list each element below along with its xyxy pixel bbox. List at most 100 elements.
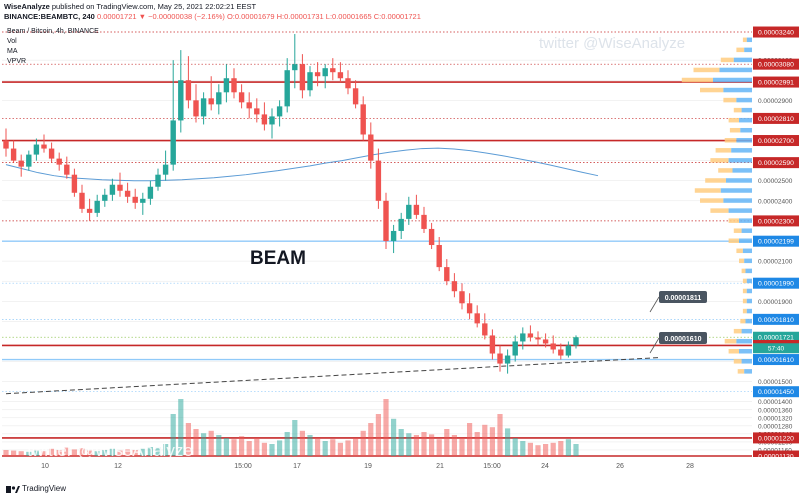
candle-body xyxy=(254,108,260,115)
vpvr-bar-down xyxy=(700,198,724,203)
vpvr-bar-up xyxy=(739,238,752,243)
vpvr-bar-down xyxy=(723,97,737,103)
x-tick-label: 15:00 xyxy=(234,463,252,470)
volume-bar xyxy=(353,438,359,456)
y-tick-label: 0.00002500 xyxy=(758,178,793,185)
volume-bar xyxy=(482,424,488,456)
x-axis-band xyxy=(0,457,800,460)
candle-body xyxy=(86,208,93,213)
candle-body xyxy=(147,186,154,199)
price-chart[interactable]: twitter @WiseAnalyze twitter @WiseAnalyze… xyxy=(0,26,800,462)
y-tick-label: 0.00001500 xyxy=(758,379,793,386)
candle-body xyxy=(330,68,336,73)
price-tag: 0.00002590 xyxy=(758,160,794,167)
vpvr-bar-up xyxy=(745,268,752,274)
volume-bar xyxy=(406,433,412,456)
vpvr-bar-down xyxy=(742,278,747,284)
x-tick-label: 24 xyxy=(541,463,549,470)
volume-bar xyxy=(451,435,457,456)
x-tick-label: 10 xyxy=(41,463,49,470)
volume-bar xyxy=(239,436,245,456)
volume-bar xyxy=(391,418,397,456)
volume-bar xyxy=(277,440,283,456)
vpvr-bar-down xyxy=(733,228,742,233)
vpvr-bar-down xyxy=(715,148,732,153)
volume-bar xyxy=(33,450,39,456)
vpvr-bar-up xyxy=(739,218,752,223)
volume-bar xyxy=(147,447,153,456)
volume-bar xyxy=(322,441,328,456)
vpvr-bar-down xyxy=(724,338,737,344)
candle-body xyxy=(322,68,328,77)
volume-bar xyxy=(421,432,427,456)
vpvr-bar-up xyxy=(723,87,752,93)
tradingview-logo-icon xyxy=(6,486,20,493)
vpvr-bar-up xyxy=(740,127,752,133)
volume-bar xyxy=(535,445,541,456)
twitter-watermark-bottom: twitter @WiseAnalyze xyxy=(27,441,193,460)
price-tag: 0.00002300 xyxy=(758,218,794,225)
candle-body xyxy=(56,158,62,165)
volume-bar xyxy=(413,435,419,456)
candle-body xyxy=(261,114,268,125)
volume-bar xyxy=(3,450,9,456)
vpvr-bar-down xyxy=(718,168,733,173)
vpvr-bar-down xyxy=(733,107,742,113)
volume-bar xyxy=(178,399,184,456)
candle-body xyxy=(109,184,116,195)
volume-bar xyxy=(64,447,70,456)
candle-body xyxy=(64,164,70,175)
price-tag-bg xyxy=(753,157,799,169)
price-tag: 0.00002199 xyxy=(758,239,794,246)
volume-bar xyxy=(467,423,473,456)
volume-bar xyxy=(383,399,389,456)
author-name[interactable]: WiseAnalyze xyxy=(4,2,50,11)
chart-area[interactable]: twitter @WiseAnalyze twitter @WiseAnalyze… xyxy=(0,26,800,462)
legend-ma: MA xyxy=(7,48,18,55)
price-tag-bg xyxy=(753,215,799,227)
chart-header: WiseAnalyze published on TradingView.com… xyxy=(0,0,800,26)
candle-body xyxy=(482,323,488,336)
candle-body xyxy=(451,281,458,292)
price-tag: 0.00001610 xyxy=(758,357,794,364)
candle-body xyxy=(284,70,290,107)
candle-body xyxy=(352,88,359,105)
volume-bar xyxy=(109,448,115,456)
vpvr-bar-up xyxy=(726,178,752,183)
vpvr-bar-down xyxy=(728,117,739,123)
y-tick-label: 0.00002100 xyxy=(758,259,793,266)
countdown-bg xyxy=(753,343,799,354)
volume-bar xyxy=(368,423,374,456)
vpvr-bar-up xyxy=(719,67,752,73)
price-tag-bg xyxy=(753,58,799,70)
volume-bar xyxy=(315,438,321,456)
candle-body xyxy=(246,102,252,109)
candle-body xyxy=(421,214,427,229)
vpvr-bar-up xyxy=(741,107,752,113)
vpvr-bar-down xyxy=(720,57,734,63)
candle-body xyxy=(94,200,100,213)
vpvr-bar-down xyxy=(742,288,747,294)
vpvr-bar-down xyxy=(736,47,745,53)
candle-body xyxy=(299,64,306,91)
volume-bar xyxy=(254,438,260,456)
volume-bar xyxy=(163,444,169,456)
vpvr-bar-up xyxy=(741,228,752,233)
volume-bar xyxy=(155,447,161,456)
volume-bar xyxy=(223,438,229,456)
y-tick-label: 0.00001900 xyxy=(758,299,793,306)
volume-bar xyxy=(11,450,17,456)
volume-bar xyxy=(140,448,146,456)
volume-bar xyxy=(56,450,62,456)
volume-bar xyxy=(527,442,533,456)
time-axis[interactable]: 10 12 15:00 17 19 21 15:00 24 26 28 xyxy=(0,458,752,470)
candle-body xyxy=(79,192,85,209)
volume-bar xyxy=(41,451,47,456)
candle-body xyxy=(162,164,169,175)
volume-bar xyxy=(208,430,214,456)
candle-body xyxy=(314,72,321,77)
callout-upper-leader xyxy=(649,296,660,313)
tradingview-brand[interactable]: TradingView xyxy=(22,484,67,493)
volume-bar xyxy=(125,449,131,456)
candle-body xyxy=(337,72,344,79)
